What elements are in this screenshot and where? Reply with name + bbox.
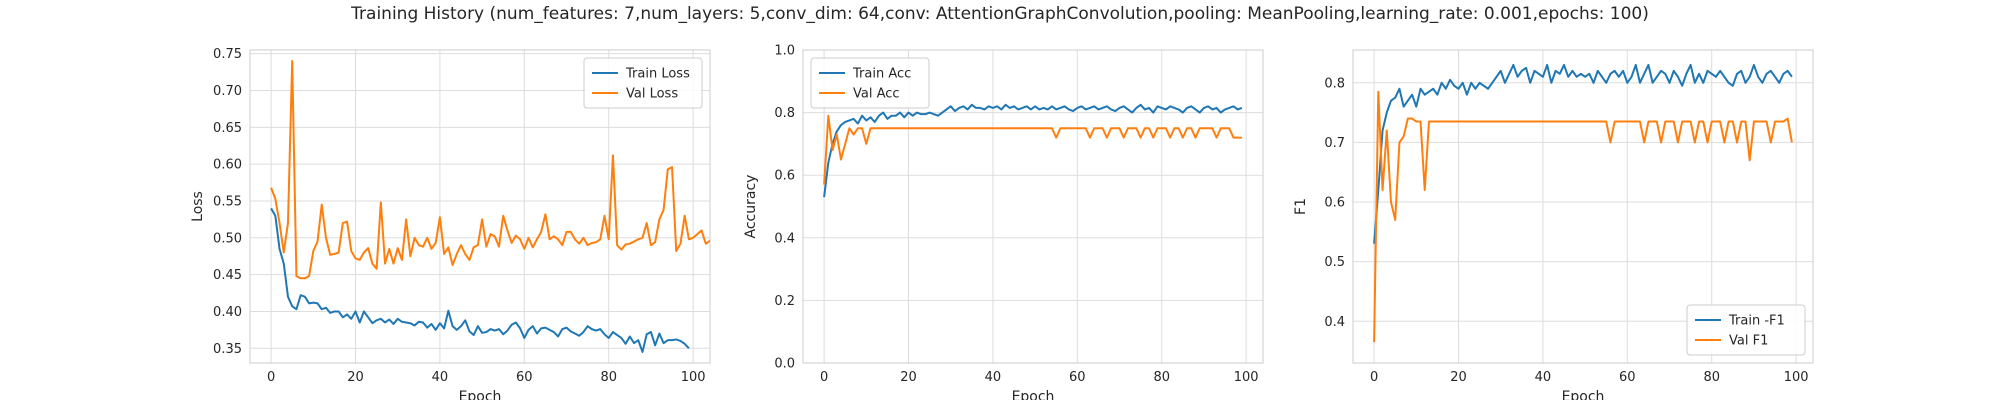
legend-box xyxy=(810,57,930,109)
legend-label-val-acc: Val Acc xyxy=(853,87,900,102)
y-tick-label: 0.0 xyxy=(774,357,795,372)
series-line-val-acc xyxy=(823,114,1242,185)
x-tick-label: 100 xyxy=(1784,370,1809,385)
y-tick-label: 0.7 xyxy=(1324,136,1345,151)
plot-frame xyxy=(802,49,1264,364)
x-tick-label: 80 xyxy=(1153,370,1170,385)
y-axis-label: Loss xyxy=(190,191,206,222)
series-line-val-loss xyxy=(270,60,710,280)
y-axis-label: F1 xyxy=(1293,198,1309,215)
x-tick-label: 20 xyxy=(900,370,917,385)
x-tick-label: 20 xyxy=(347,370,364,385)
legend: Train -F1 Val F1 xyxy=(1686,304,1806,356)
y-tick-label: 0.75 xyxy=(213,47,242,62)
y-tick-label: 0.4 xyxy=(1324,315,1345,330)
legend-label-train-f1: Train -F1 xyxy=(1728,314,1785,329)
x-tick-label: 0 xyxy=(1370,370,1378,385)
series-line-train-loss xyxy=(270,207,690,353)
x-tick-label: 40 xyxy=(432,370,449,385)
x-tick-label: 40 xyxy=(1535,370,1552,385)
legend-box xyxy=(583,57,703,109)
x-axis-label: Epoch xyxy=(459,389,502,400)
x-tick-label: 100 xyxy=(681,370,706,385)
y-tick-label: 0.35 xyxy=(213,342,242,357)
x-tick-label: 60 xyxy=(516,370,533,385)
figure-suptitle: Training History (num_features: 7,num_la… xyxy=(351,4,1649,24)
y-tick-label: 0.2 xyxy=(774,294,795,309)
legend-label-val-f1: Val F1 xyxy=(1729,334,1768,349)
y-tick-label: 0.65 xyxy=(213,121,242,136)
y-tick-label: 0.8 xyxy=(1324,76,1345,91)
y-tick-label: 0.5 xyxy=(1324,255,1345,270)
y-tick-label: 0.8 xyxy=(774,106,795,121)
x-tick-label: 20 xyxy=(1450,370,1467,385)
y-tick-label: 0.4 xyxy=(774,231,795,246)
x-axis-label: Epoch xyxy=(1012,389,1055,400)
x-tick-label: 40 xyxy=(985,370,1002,385)
series-line-train-acc xyxy=(823,103,1243,198)
legend-label-val-loss: Val Loss xyxy=(626,87,678,102)
plot-frame xyxy=(1352,49,1814,364)
x-tick-label: 60 xyxy=(1069,370,1086,385)
series-line-val-f1 xyxy=(1373,90,1793,343)
x-tick-label: 80 xyxy=(1703,370,1720,385)
y-tick-label: 0.55 xyxy=(213,194,242,209)
y-tick-label: 1.0 xyxy=(774,44,795,59)
x-axis-label: Epoch xyxy=(1562,389,1605,400)
y-tick-label: 0.70 xyxy=(213,84,242,99)
legend-box xyxy=(1686,304,1806,356)
x-tick-label: 80 xyxy=(600,370,617,385)
x-tick-label: 0 xyxy=(267,370,275,385)
x-tick-label: 0 xyxy=(820,370,828,385)
legend: Train Loss Val Loss xyxy=(583,57,703,109)
y-axis-label: Accuracy xyxy=(743,175,759,239)
series-line-train-f1 xyxy=(1373,63,1793,244)
legend: Train Acc Val Acc xyxy=(810,57,930,109)
y-tick-label: 0.40 xyxy=(213,305,242,320)
y-tick-label: 0.6 xyxy=(774,169,795,184)
y-tick-label: 0.6 xyxy=(1324,196,1345,211)
y-tick-label: 0.45 xyxy=(213,268,242,283)
legend-label-train-loss: Train Loss xyxy=(625,67,690,82)
x-tick-label: 60 xyxy=(1619,370,1636,385)
x-tick-label: 100 xyxy=(1234,370,1259,385)
plot-frame xyxy=(249,49,711,364)
y-tick-label: 0.50 xyxy=(213,231,242,246)
legend-label-train-acc: Train Acc xyxy=(852,67,911,82)
y-tick-label: 0.60 xyxy=(213,158,242,173)
